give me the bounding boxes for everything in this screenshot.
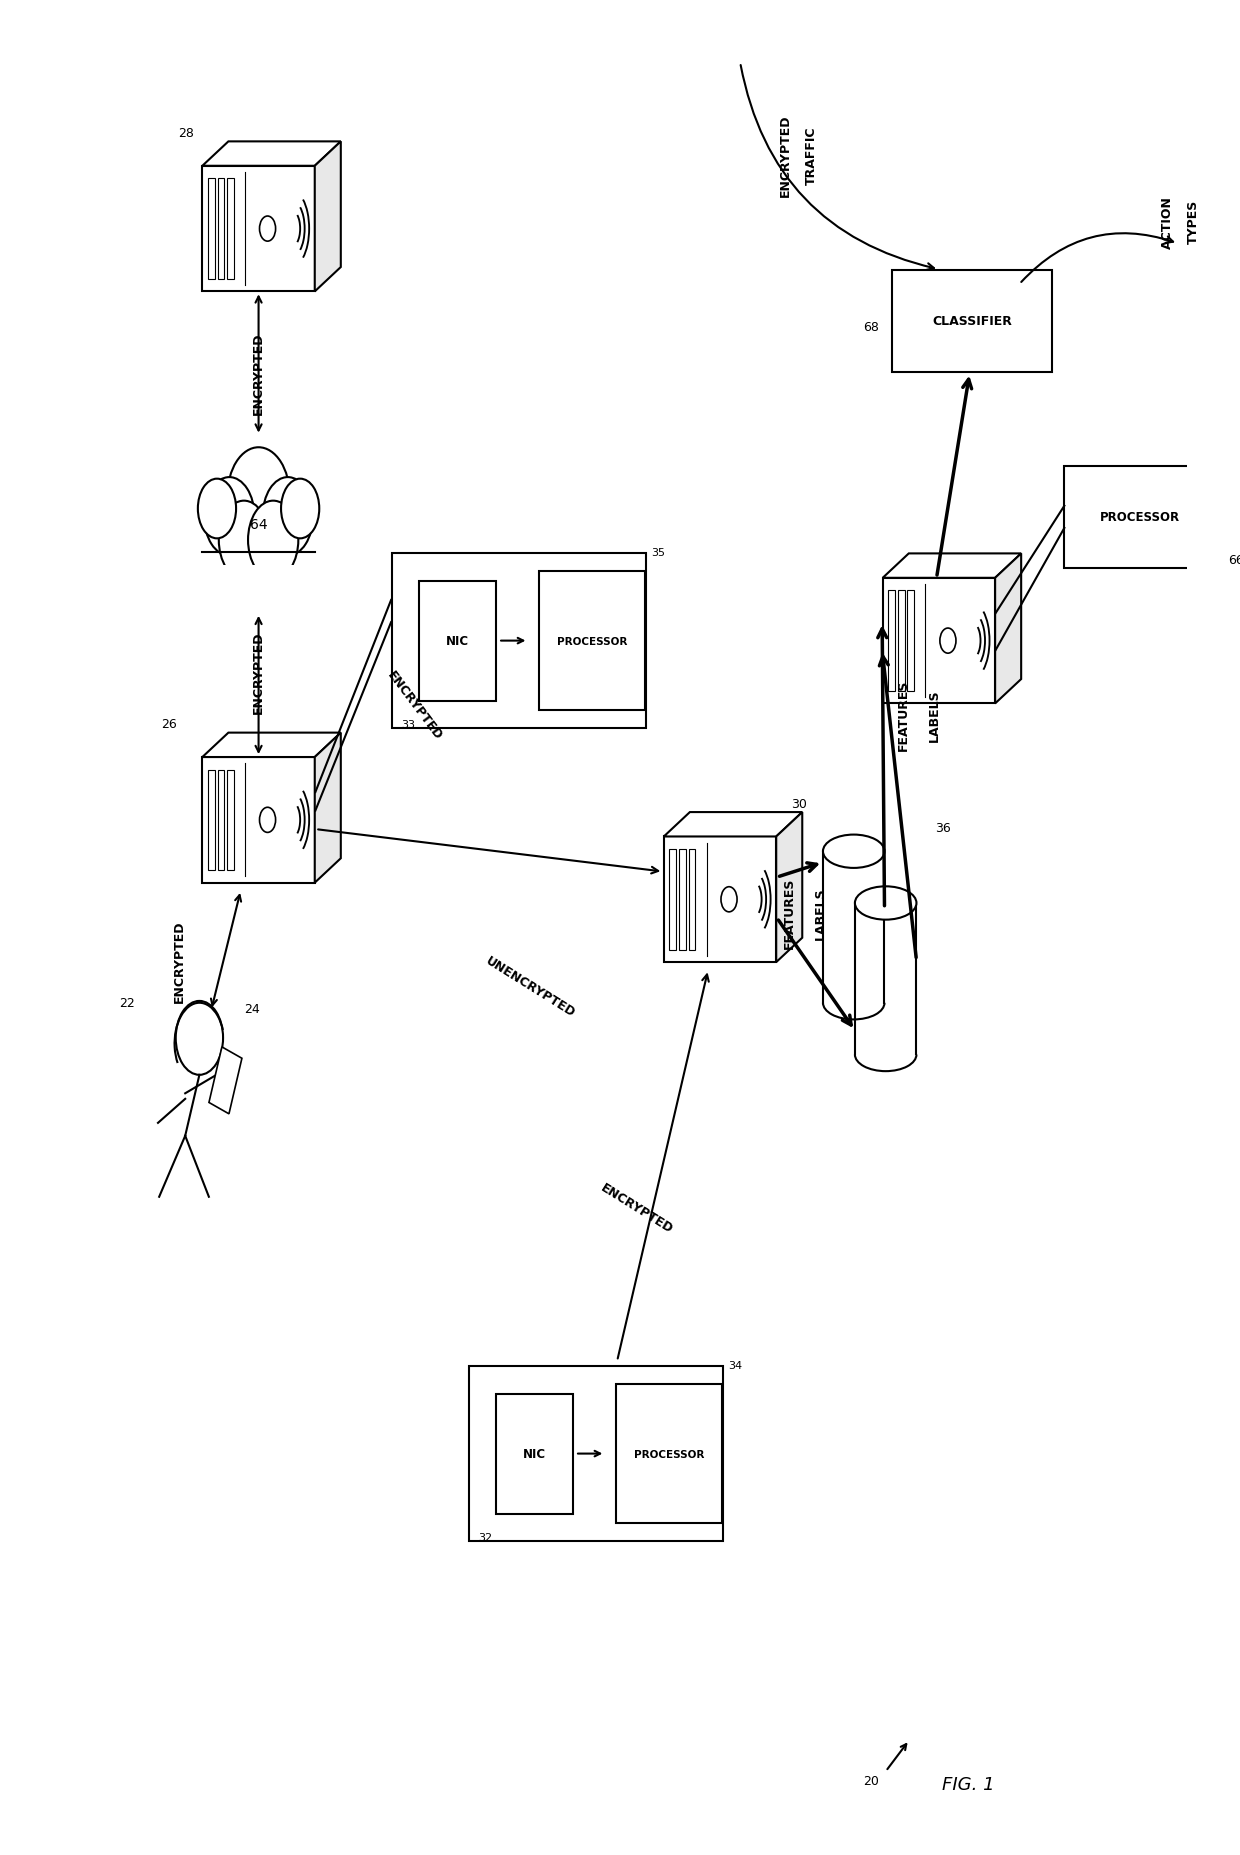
Text: ACTION: ACTION: [1161, 195, 1174, 249]
Bar: [496, 1393, 573, 1514]
Bar: [888, 592, 895, 692]
Ellipse shape: [823, 835, 884, 868]
Circle shape: [259, 807, 275, 833]
Bar: [419, 581, 496, 701]
Circle shape: [263, 479, 312, 556]
Polygon shape: [210, 1048, 242, 1115]
Polygon shape: [883, 555, 1022, 579]
Text: 36: 36: [935, 822, 951, 835]
Bar: [663, 837, 776, 963]
Text: FIG. 1: FIG. 1: [942, 1775, 994, 1794]
Circle shape: [176, 1002, 223, 1076]
Bar: [227, 180, 234, 280]
Bar: [202, 167, 315, 293]
Text: 35: 35: [651, 547, 666, 556]
Polygon shape: [996, 555, 1022, 705]
Bar: [616, 1384, 723, 1523]
Bar: [893, 271, 1052, 373]
Text: NIC: NIC: [446, 634, 469, 647]
Text: NIC: NIC: [523, 1447, 546, 1460]
Bar: [898, 592, 905, 692]
Polygon shape: [663, 812, 802, 837]
Text: LABELS: LABELS: [928, 688, 941, 742]
Text: 20: 20: [863, 1773, 879, 1786]
Text: ENCRYPTED: ENCRYPTED: [599, 1182, 676, 1235]
Polygon shape: [776, 812, 802, 963]
Text: PROCESSOR: PROCESSOR: [557, 636, 627, 646]
Text: 24: 24: [244, 1002, 260, 1015]
Text: ENCRYPTED: ENCRYPTED: [172, 920, 186, 1002]
Bar: [392, 553, 646, 729]
Bar: [202, 757, 315, 883]
Text: TRAFFIC: TRAFFIC: [805, 126, 817, 186]
Polygon shape: [315, 143, 341, 293]
Text: PROCESSOR: PROCESSOR: [1100, 510, 1180, 523]
Polygon shape: [315, 733, 341, 883]
Bar: [883, 579, 996, 705]
Text: 26: 26: [161, 718, 177, 731]
Circle shape: [218, 501, 269, 581]
Text: FEATURES: FEATURES: [784, 877, 796, 948]
Text: 32: 32: [479, 1532, 492, 1542]
Bar: [823, 851, 884, 1004]
Bar: [670, 850, 676, 950]
Text: CLASSIFIER: CLASSIFIER: [932, 315, 1012, 328]
Text: 68: 68: [863, 321, 879, 334]
Bar: [217, 180, 224, 280]
Circle shape: [720, 887, 737, 913]
Text: 34: 34: [728, 1360, 743, 1369]
Text: PROCESSOR: PROCESSOR: [634, 1449, 704, 1458]
Text: 33: 33: [402, 720, 415, 729]
Text: ENCRYPTED: ENCRYPTED: [252, 631, 265, 714]
Text: 28: 28: [179, 128, 193, 141]
Text: TYPES: TYPES: [1187, 200, 1200, 245]
Bar: [469, 1365, 723, 1542]
Bar: [854, 903, 916, 1055]
Text: FEATURES: FEATURES: [897, 679, 910, 751]
Text: 64: 64: [249, 518, 268, 532]
Text: ENCRYPTED: ENCRYPTED: [252, 332, 265, 416]
Circle shape: [259, 217, 275, 241]
Text: ENCRYPTED: ENCRYPTED: [779, 115, 791, 197]
Text: ENCRYPTED: ENCRYPTED: [384, 670, 445, 742]
Bar: [208, 180, 215, 280]
Text: LABELS: LABELS: [815, 887, 827, 939]
Circle shape: [227, 449, 290, 545]
Bar: [1064, 467, 1215, 568]
Bar: [227, 770, 234, 870]
Circle shape: [205, 479, 254, 556]
Bar: [680, 850, 686, 950]
Polygon shape: [202, 733, 341, 757]
Polygon shape: [202, 143, 341, 167]
Text: 30: 30: [791, 798, 807, 811]
Bar: [539, 571, 646, 710]
Bar: [688, 850, 696, 950]
Bar: [217, 770, 224, 870]
Circle shape: [940, 629, 956, 653]
Text: 66: 66: [1228, 553, 1240, 568]
Bar: [200, 566, 317, 601]
Text: UNENCRYPTED: UNENCRYPTED: [484, 953, 578, 1020]
Bar: [208, 770, 215, 870]
Circle shape: [281, 479, 319, 540]
Text: 22: 22: [119, 996, 135, 1009]
Circle shape: [248, 501, 299, 581]
Ellipse shape: [854, 887, 916, 920]
Circle shape: [198, 479, 236, 540]
Bar: [908, 592, 914, 692]
